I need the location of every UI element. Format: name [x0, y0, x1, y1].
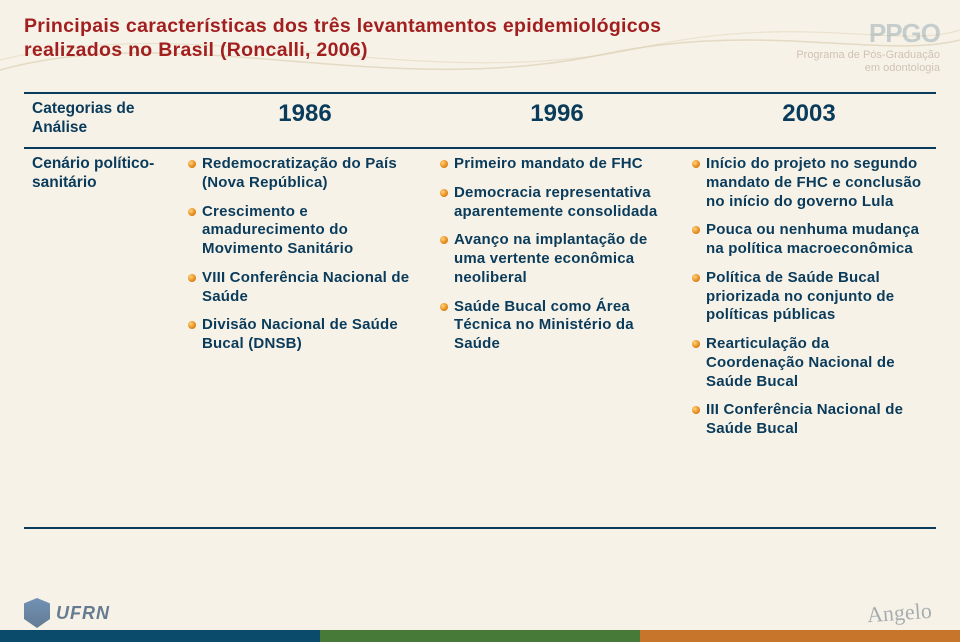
slide-title: Principais características dos três leva…	[24, 14, 744, 63]
ppgo-pp: PPGO	[869, 18, 940, 48]
header-year-1986: 1986	[180, 94, 432, 147]
ppgo-watermark: PPGO Programa de Pós-Graduação em odonto…	[796, 18, 940, 76]
ufrn-shield-icon	[24, 598, 50, 628]
footer-stripe	[0, 630, 960, 642]
list-item: Crescimento e amadurecimento do Moviment…	[188, 203, 422, 259]
list-item: III Conferência Nacional de Saúde Bucal	[692, 401, 926, 439]
list-1996: Primeiro mandato de FHC Democracia repre…	[440, 155, 674, 354]
list-item: Divisão Nacional de Saúde Bucal (DNSB)	[188, 316, 422, 354]
slide-footer: UFRN Angelo	[0, 594, 960, 642]
ufrn-logo: UFRN	[24, 598, 110, 628]
list-item: Saúde Bucal como Área Técnica no Ministé…	[440, 298, 674, 354]
header-year-2003: 2003	[684, 94, 936, 147]
table-header-row: Categorias de Análise 1986 1996 2003	[24, 92, 936, 149]
list-1986: Redemocratização do País (Nova República…	[188, 155, 422, 354]
row-label: Cenário político-sanitário	[32, 155, 170, 192]
stripe-green	[320, 630, 640, 642]
list-item: Avanço na implantação de uma vertente ec…	[440, 231, 674, 287]
list-item: Democracia representativa aparentemente …	[440, 184, 674, 222]
list-item: Início do projeto no segundo mandato de …	[692, 155, 926, 211]
ppgo-line1: Programa de Pós-Graduação	[796, 49, 940, 62]
list-item: Política de Saúde Bucal priorizada no co…	[692, 269, 926, 325]
list-item: VIII Conferência Nacional de Saúde	[188, 269, 422, 307]
ppgo-line2: em odontologia	[796, 62, 940, 75]
comparison-table: Categorias de Análise 1986 1996 2003 Cen…	[24, 92, 936, 529]
list-item: Pouca ou nenhuma mudança na política mac…	[692, 221, 926, 259]
footer-signature: Angelo	[866, 598, 932, 628]
header-category-label: Categorias de Análise	[32, 100, 170, 137]
stripe-blue	[0, 630, 320, 642]
header-year-1996: 1996	[432, 94, 684, 147]
stripe-orange	[640, 630, 960, 642]
list-item: Rearticulação da Coordenação Nacional de…	[692, 335, 926, 391]
list-item: Redemocratização do País (Nova República…	[188, 155, 422, 193]
list-2003: Início do projeto no segundo mandato de …	[692, 155, 926, 439]
table-body-row: Cenário político-sanitário Redemocratiza…	[24, 149, 936, 529]
ufrn-text: UFRN	[56, 603, 110, 624]
list-item: Primeiro mandato de FHC	[440, 155, 674, 174]
